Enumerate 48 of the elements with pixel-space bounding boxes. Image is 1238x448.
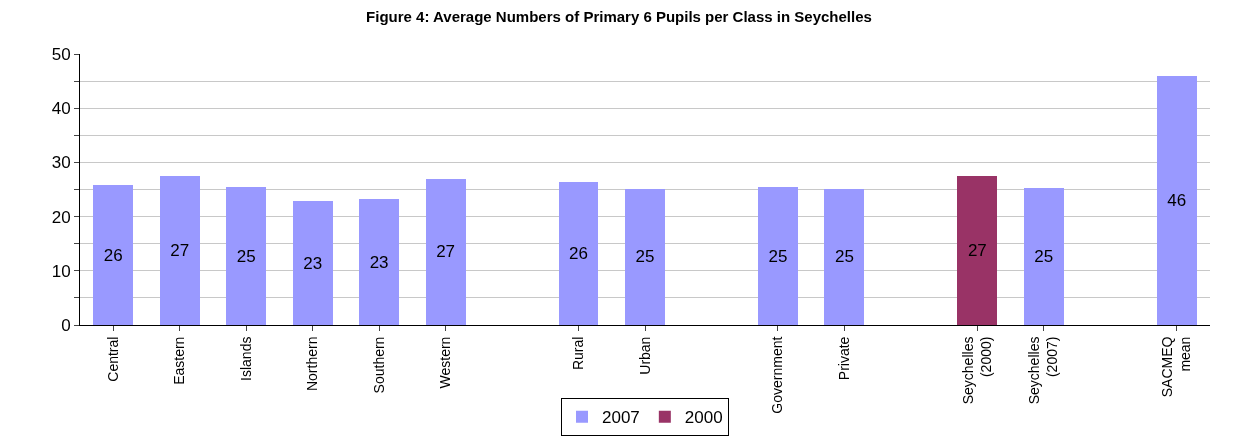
legend-label: 2000 xyxy=(684,408,723,428)
data-label: 23 xyxy=(303,253,323,273)
bar xyxy=(558,181,599,325)
data-label: 27 xyxy=(170,241,190,261)
data-label: 26 xyxy=(569,243,588,263)
data-label: 46 xyxy=(1167,190,1187,210)
x-tick-label: Private xyxy=(835,336,852,381)
legend-label: 2007 xyxy=(602,408,640,428)
bar xyxy=(159,176,200,325)
bar xyxy=(359,199,400,325)
x-tick-label: Southern xyxy=(370,336,387,394)
data-label: 23 xyxy=(369,252,389,272)
y-tick-label: 0 xyxy=(61,315,71,335)
x-tick-label: Seychelles (2007) xyxy=(1026,336,1061,405)
y-tick-label: 40 xyxy=(51,99,71,119)
data-label: 26 xyxy=(103,245,123,265)
chart-title: Figure 4: Average Numbers of Primary 6 Pupils per Class in Seychelles xyxy=(366,7,872,25)
x-tick-label: Islands xyxy=(237,336,254,381)
data-label: 25 xyxy=(834,247,854,267)
bar xyxy=(425,178,466,325)
y-tick-label: 50 xyxy=(51,44,71,64)
y-tick-label: 20 xyxy=(51,207,71,227)
bar xyxy=(957,176,998,325)
data-label: 27 xyxy=(967,241,987,261)
x-tick-label: SACMEQ mean xyxy=(1159,336,1194,398)
y-tick-label: 10 xyxy=(51,261,71,281)
data-label: 25 xyxy=(236,246,256,266)
data-label: 25 xyxy=(1034,246,1054,266)
x-tick-label: Seychelles (2000) xyxy=(959,336,994,405)
y-tick-label: 30 xyxy=(51,153,71,173)
bar xyxy=(758,187,798,325)
x-tick-label: Rural xyxy=(570,336,587,371)
x-tick-label: Northern xyxy=(304,336,321,392)
x-tick-label: Urban xyxy=(636,336,653,375)
bar xyxy=(292,201,333,325)
bar xyxy=(824,188,865,325)
data-label: 25 xyxy=(635,247,655,267)
x-tick-label: Eastern xyxy=(171,336,188,385)
data-label: 25 xyxy=(768,246,788,266)
x-tick-label: Central xyxy=(104,336,121,382)
bar xyxy=(226,187,267,325)
data-label: 27 xyxy=(436,242,456,262)
bar xyxy=(93,185,134,325)
x-tick-label: Government xyxy=(769,336,786,414)
bar xyxy=(625,188,665,325)
x-tick-label: Western xyxy=(437,336,454,389)
bar xyxy=(1156,75,1197,325)
bar xyxy=(1023,187,1064,325)
